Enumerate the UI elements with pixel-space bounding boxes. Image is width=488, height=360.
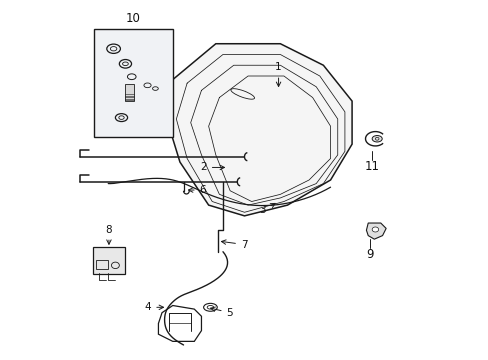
Text: 9: 9 bbox=[366, 248, 373, 261]
FancyBboxPatch shape bbox=[124, 84, 134, 101]
Text: 7: 7 bbox=[221, 239, 247, 249]
FancyBboxPatch shape bbox=[93, 247, 125, 274]
Text: 1: 1 bbox=[275, 62, 281, 86]
Polygon shape bbox=[165, 44, 351, 216]
Text: 11: 11 bbox=[364, 160, 379, 173]
Text: 10: 10 bbox=[125, 12, 141, 25]
Text: 2: 2 bbox=[200, 162, 224, 172]
Polygon shape bbox=[366, 223, 386, 239]
Bar bbox=[94, 30, 172, 137]
Ellipse shape bbox=[371, 227, 378, 232]
Text: 5: 5 bbox=[210, 307, 233, 318]
Text: 6: 6 bbox=[188, 185, 206, 195]
Text: 3: 3 bbox=[259, 203, 275, 216]
Text: 4: 4 bbox=[144, 302, 163, 312]
Text: 8: 8 bbox=[105, 225, 112, 244]
Ellipse shape bbox=[371, 135, 382, 142]
